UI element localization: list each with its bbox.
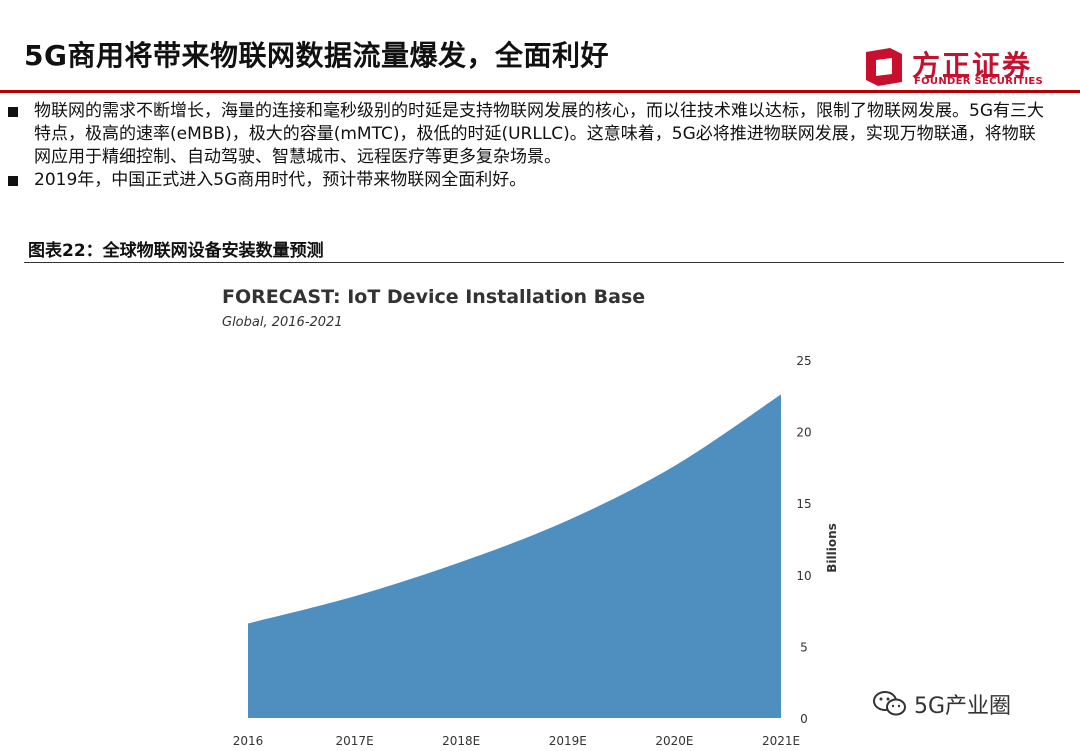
bullet-item: 2019年，中国正式进入5G商用时代，预计带来物联网全面利好。 — [8, 169, 1048, 192]
y-tick-label: 5 — [800, 640, 808, 654]
bullet-square-icon — [8, 176, 18, 186]
watermark-text: 5G产业圈 — [914, 694, 1012, 719]
x-tick-label: 2021E — [762, 734, 800, 748]
y-tick-label: 10 — [796, 569, 811, 583]
y-axis-label: Billions — [825, 523, 839, 573]
logo-mark-icon — [866, 48, 902, 86]
y-tick-label: 20 — [796, 426, 811, 440]
chart-subtitle: Global, 2016-2021 — [222, 315, 343, 330]
x-tick-label: 2016 — [233, 734, 264, 748]
logo-text-cn: 方正证券 — [912, 49, 1033, 82]
chart-title: FORECAST: IoT Device Installation Base — [222, 286, 646, 308]
figure-caption: 图表22：全球物联网设备安装数量预测 — [28, 241, 324, 261]
bullet-square-icon — [8, 107, 18, 117]
wechat-icon — [873, 691, 906, 716]
x-axis: 2016 2017E 2018E 2019E 2020E 2021E — [233, 734, 800, 748]
y-axis: 0 5 10 15 20 25 — [796, 354, 811, 726]
logo-text-en: FOUNDER SECURITIES — [914, 76, 1044, 87]
y-tick-label: 0 — [800, 712, 808, 726]
area-series — [248, 394, 781, 718]
bullet-text: 物联网的需求不断增长，海量的连接和毫秒级别的时延是支持物联网发展的核心，而以往技… — [34, 101, 1044, 167]
caption-divider — [24, 262, 1064, 263]
title-divider — [0, 90, 1080, 93]
x-tick-label: 2017E — [336, 734, 374, 748]
y-tick-label: 15 — [796, 497, 811, 511]
slide-header: 5G商用将带来物联网数据流量爆发，全面利好 方正证券 FOUNDER SECUR… — [0, 0, 1080, 96]
slide-title: 5G商用将带来物联网数据流量爆发，全面利好 — [24, 39, 609, 72]
x-tick-label: 2019E — [549, 734, 587, 748]
bullet-text: 2019年，中国正式进入5G商用时代，预计带来物联网全面利好。 — [34, 170, 527, 190]
watermark: 5G产业圈 — [872, 688, 1011, 720]
bullet-item: 物联网的需求不断增长，海量的连接和毫秒级别的时延是支持物联网发展的核心，而以往技… — [8, 100, 1048, 169]
x-tick-label: 2020E — [655, 734, 693, 748]
bullet-list: 物联网的需求不断增长，海量的连接和毫秒级别的时延是支持物联网发展的核心，而以往技… — [8, 100, 1048, 192]
x-tick-label: 2018E — [442, 734, 480, 748]
founder-securities-logo: 方正证券 FOUNDER SECURITIES — [862, 42, 1062, 90]
y-tick-label: 25 — [796, 354, 811, 368]
